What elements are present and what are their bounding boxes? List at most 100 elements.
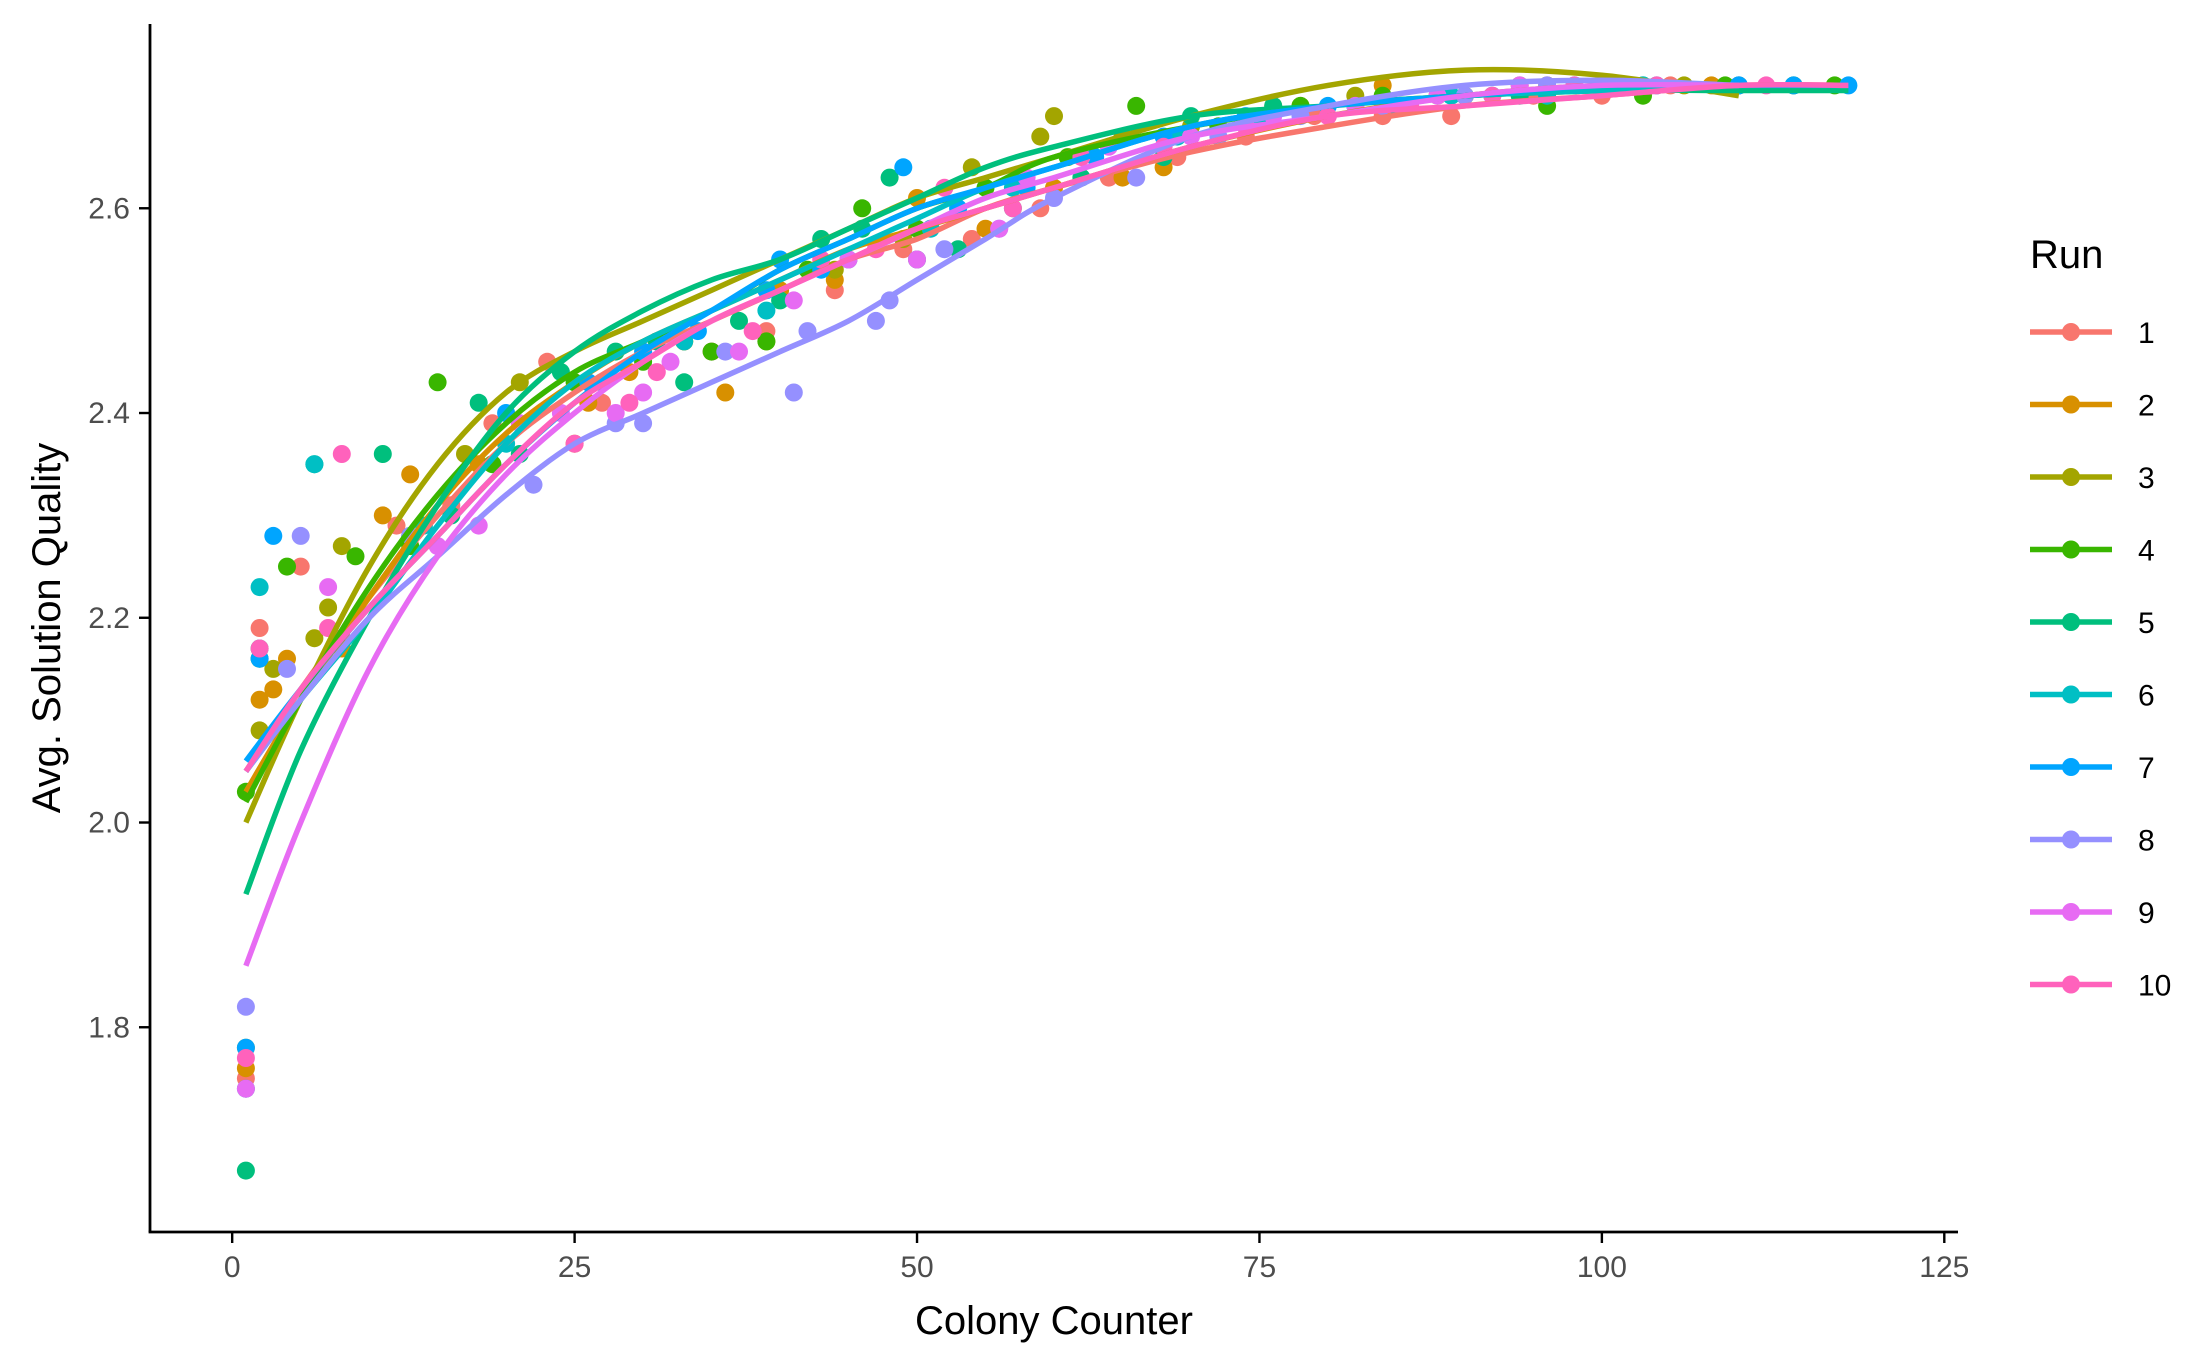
- data-point: [1127, 96, 1146, 115]
- data-point: [264, 526, 283, 545]
- data-point: [784, 383, 803, 402]
- legend-label: 5: [2138, 607, 2155, 640]
- x-tick-label: 0: [224, 1251, 241, 1284]
- legend-label: 7: [2138, 752, 2155, 785]
- axes: [148, 24, 1958, 1234]
- data-point: [730, 342, 748, 361]
- y-tick-label: 1.8: [88, 1011, 130, 1044]
- data-point: [743, 322, 762, 341]
- legend-label: 10: [2138, 970, 2171, 1003]
- data-point: [620, 393, 639, 412]
- series-9-points: [236, 76, 1529, 1098]
- legend-key-point: [2062, 468, 2080, 486]
- legend-item-3: 3: [2030, 462, 2155, 495]
- legend-label: 2: [2138, 390, 2155, 423]
- data-point: [702, 342, 721, 361]
- legend-item-1: 1: [2030, 317, 2155, 350]
- legend-key-point: [2062, 903, 2080, 921]
- data-point: [716, 342, 735, 361]
- y-tick-label: 2.4: [88, 397, 130, 430]
- data-point: [894, 158, 913, 177]
- data-point: [332, 537, 351, 556]
- x-tick-label: 25: [558, 1251, 591, 1284]
- legend-label: 8: [2138, 825, 2155, 858]
- x-tick-label: 100: [1577, 1251, 1627, 1284]
- data-point: [305, 455, 324, 474]
- data-point: [524, 475, 543, 494]
- legend-key-point: [2062, 540, 2080, 559]
- legend-items: 1 2 3 4 5 6 7 8 9 10: [2030, 317, 2171, 1003]
- x-axis-title: Colony Counter: [915, 1299, 1193, 1343]
- series-4-points: [236, 76, 1844, 801]
- x-tick-label: 75: [1243, 1251, 1276, 1284]
- y-tick-label: 2.6: [88, 192, 130, 225]
- legend-item-6: 6: [2030, 680, 2155, 713]
- data-point: [264, 659, 283, 678]
- series-7-points: [236, 76, 1858, 1057]
- data-point: [866, 311, 885, 330]
- legend: Run 1 2 3 4 5 6 7 8 9 10: [2030, 233, 2171, 1003]
- legend-label: 3: [2138, 462, 2155, 495]
- data-point: [469, 393, 488, 412]
- data-point: [853, 199, 872, 218]
- data-point: [675, 373, 694, 392]
- data-point: [606, 404, 625, 422]
- data-point: [634, 414, 653, 433]
- data-point: [236, 1049, 255, 1067]
- data-point: [236, 997, 255, 1016]
- legend-key-point: [2062, 830, 2080, 849]
- data-point: [428, 373, 447, 392]
- legend-label: 6: [2138, 680, 2155, 713]
- y-tick-label: 2.2: [88, 602, 130, 635]
- x-axis-ticks: 0 25 50 75 100 125: [224, 1232, 1969, 1284]
- legend-item-4: 4: [2030, 535, 2155, 568]
- legend-item-9: 9: [2030, 897, 2155, 930]
- data-point: [661, 352, 680, 371]
- data-point: [1127, 168, 1146, 187]
- data-point: [250, 639, 269, 658]
- legend-key-point: [2062, 323, 2080, 341]
- legend-label: 4: [2138, 535, 2155, 568]
- data-point: [401, 465, 420, 484]
- y-axis-ticks: 1.8 2.0 2.2 2.4 2.6: [88, 192, 150, 1044]
- data-point: [373, 506, 392, 525]
- x-tick-label: 125: [1919, 1251, 1969, 1284]
- data-point: [250, 690, 269, 709]
- legend-title: Run: [2030, 233, 2103, 277]
- y-tick-label: 2.0: [88, 807, 130, 840]
- data-point: [908, 250, 926, 269]
- series-3-points: [236, 76, 1694, 1057]
- data-point: [757, 332, 776, 351]
- legend-key-point: [2062, 975, 2080, 994]
- legend-label: 1: [2138, 317, 2155, 350]
- y-axis-title: Avg. Solution Quality: [25, 443, 69, 814]
- data-point: [236, 1079, 255, 1098]
- data-point: [1442, 107, 1461, 126]
- data-point: [332, 445, 351, 463]
- data-point: [319, 578, 338, 597]
- data-point: [784, 291, 803, 310]
- series-2-points: [236, 76, 1721, 1078]
- data-point: [291, 526, 310, 545]
- data-point: [935, 240, 954, 259]
- data-point: [1045, 107, 1063, 126]
- data-point: [1031, 127, 1050, 146]
- legend-item-8: 8: [2030, 825, 2155, 858]
- legend-item-10: 10: [2030, 970, 2171, 1003]
- data-point: [236, 1161, 255, 1180]
- data-point: [291, 557, 310, 576]
- data-point: [305, 629, 324, 648]
- legend-item-5: 5: [2030, 607, 2155, 640]
- data-point: [250, 578, 269, 597]
- data-point: [634, 383, 653, 402]
- data-point: [757, 301, 776, 320]
- legend-key-point: [2062, 613, 2080, 631]
- data-point: [250, 619, 269, 637]
- legend-label: 9: [2138, 897, 2155, 930]
- plot-area: [236, 66, 1858, 1180]
- data-point: [716, 383, 735, 402]
- legend-item-7: 7: [2030, 752, 2155, 785]
- legend-key-point: [2062, 758, 2080, 776]
- data-point: [319, 598, 338, 617]
